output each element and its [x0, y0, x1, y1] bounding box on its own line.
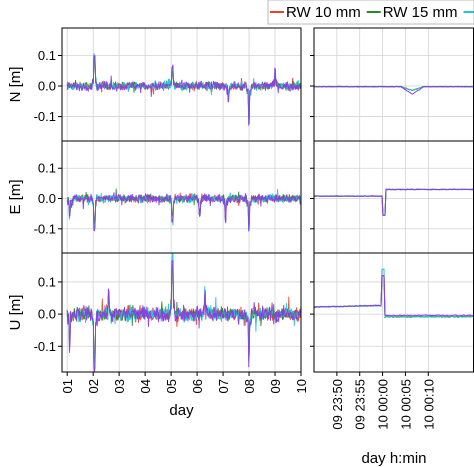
plot-area [314, 141, 474, 253]
x-tick-label: 04 [138, 379, 153, 393]
x-axis-labels: 01 02 03 04 05 06 07 08 09 10 09 23:50 09 23:55 10 0… [60, 379, 436, 467]
legend-item: RW 10 mm [270, 4, 361, 21]
x-tick-label: 07 [216, 379, 231, 393]
y-tick-label: 0.1 [38, 161, 56, 176]
legend-item: RW 15 mm [366, 4, 458, 21]
y-axis-label: N [m] [7, 67, 24, 103]
x-tick-label: 01 [60, 379, 75, 393]
x-tick-label: 10 00:10 [421, 379, 436, 430]
legend-item: RW 20 mm [463, 11, 474, 13]
panel-right-E [310, 140, 474, 257]
legend-label: RW 10 mm [286, 4, 361, 21]
x-tick-label: 10 00:00 [376, 379, 391, 430]
plot-area [314, 253, 474, 372]
y-tick-label: -0.1 [34, 221, 56, 236]
y-tick-label: 0.0 [38, 307, 56, 322]
legend-label: RW 15 mm [383, 4, 458, 21]
series-line-4 [66, 55, 302, 127]
y-axis-labels: N [m] E [m] U [m] [7, 67, 24, 331]
x-tick-label: 05 [164, 379, 179, 393]
y-axis-label: U [m] [7, 295, 24, 331]
y-tick-label: 0.0 [38, 79, 56, 94]
panel-frame [61, 252, 302, 373]
panel-left-N: 0.1 0.0 -0.1 [34, 27, 302, 145]
plot-area [314, 28, 474, 141]
x-tick-label: 06 [190, 379, 205, 393]
x-tick-label: 08 [242, 379, 257, 393]
y-tick-label: -0.1 [34, 339, 56, 354]
x-tick-label: 09 [268, 379, 283, 393]
panel-left-E: 0.1 0.0 -0.1 [34, 140, 302, 257]
y-tick-label: 0.0 [38, 191, 56, 206]
x-axis-label-left: day [169, 402, 194, 419]
series-line-4 [66, 192, 302, 232]
x-tick-label: 09 23:55 [353, 379, 368, 430]
x-tick-label: 02 [86, 379, 101, 393]
x-tick-label: 10 00:05 [398, 379, 413, 430]
series-line-3 [66, 252, 302, 373]
panel-right-U [310, 252, 474, 376]
y-tick-label: 0.1 [38, 48, 56, 63]
panel-left-U: 0.1 0.0 -0.1 [34, 252, 302, 376]
x-axis-label-right: day h:min [361, 450, 426, 467]
panel-right-N [310, 27, 474, 145]
x-tick-label: 09 23:50 [330, 379, 345, 430]
series-line-4 [314, 85, 474, 95]
x-tick-label: 10 [294, 379, 309, 393]
y-tick-label: -0.1 [34, 109, 56, 124]
y-tick-label: 0.1 [38, 274, 56, 289]
series-line-4 [313, 188, 474, 216]
panels: 0.1 0.0 -0.1 0.1 0.0 -0.1 0.1 0.0 -0.1 [34, 27, 474, 376]
series-line-4 [313, 275, 474, 317]
x-tick-label: 03 [112, 379, 127, 393]
series-line-4 [66, 259, 302, 373]
y-axis-label: E [m] [7, 179, 24, 214]
